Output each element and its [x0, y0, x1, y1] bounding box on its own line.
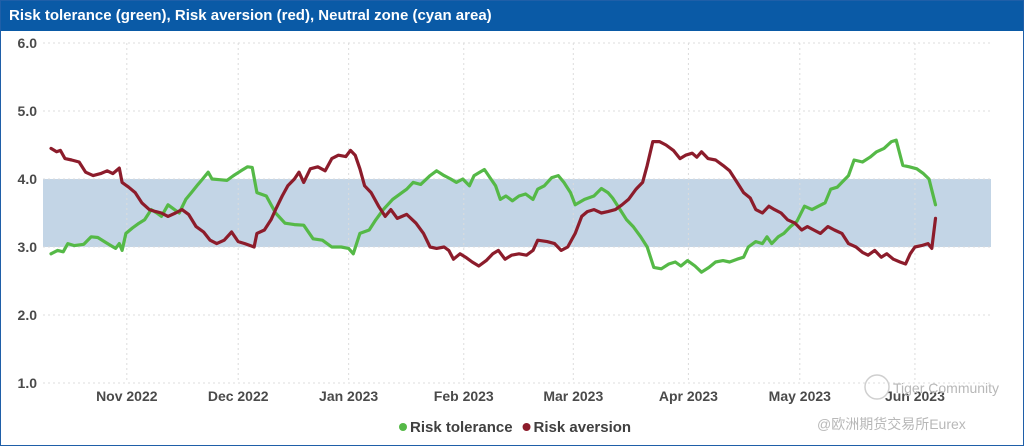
legend-marker — [399, 423, 407, 431]
x-tick-label: Mar 2023 — [543, 388, 603, 404]
x-tick-label: Dec 2022 — [208, 388, 269, 404]
x-tick-label: May 2023 — [769, 388, 831, 404]
chart-title: Risk tolerance (green), Risk aversion (r… — [1, 1, 1023, 31]
risk-aversion-line — [49, 140, 938, 268]
y-tick-label: 1.0 — [18, 375, 38, 391]
x-tick-label: Jun 2023 — [885, 388, 945, 404]
legend-label: Risk aversion — [534, 419, 632, 436]
grid — [43, 42, 991, 384]
watermark: Tiger Community @欧洲期货交易所Eurex — [817, 374, 999, 432]
y-tick-label: 6.0 — [18, 35, 38, 51]
watermark-logo-icon — [864, 374, 890, 400]
legend-marker — [522, 423, 531, 431]
x-tick-label: Jan 2023 — [319, 388, 378, 404]
x-tick-label: Apr 2023 — [659, 388, 718, 404]
line-chart: 1.0 2.0 3.0 4.0 5.0 6.0 Nov 2022 Dec 2022 Jan 2… — [18, 35, 1000, 436]
y-tick-label: 3.0 — [18, 239, 38, 255]
y-tick-label: 2.0 — [18, 307, 38, 323]
legend-label: Risk tolerance — [410, 419, 513, 436]
x-tick-label: Feb 2023 — [434, 388, 494, 404]
x-axis: Nov 2022 Dec 2022 Jan 2023 Feb 2023 Mar 2023… — [96, 388, 945, 404]
series-lines — [49, 138, 938, 274]
neutral-zone-area — [43, 179, 991, 247]
legend: Risk tolerance Risk aversion — [399, 419, 631, 436]
y-tick-label: 4.0 — [18, 171, 38, 187]
y-tick-label: 5.0 — [18, 103, 38, 119]
watermark-bottom: @欧洲期货交易所Eurex — [817, 416, 966, 432]
y-axis: 1.0 2.0 3.0 4.0 5.0 6.0 — [18, 35, 38, 391]
x-tick-label: Nov 2022 — [96, 388, 158, 404]
watermark-top: Tiger Community — [893, 380, 999, 396]
